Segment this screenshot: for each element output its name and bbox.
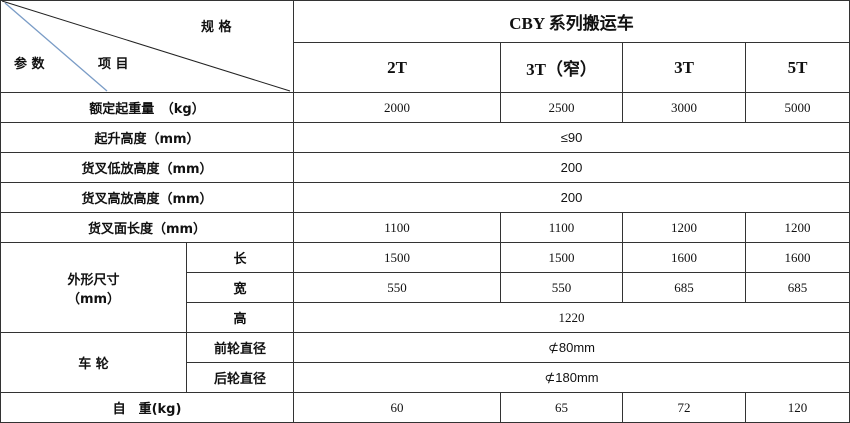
row-label: 货叉面长度（mm） (0, 212, 294, 243)
header-corner: 规 格 参 数 项 目 (0, 0, 294, 93)
cell: 550 (293, 272, 501, 303)
cell: 1220 (292, 302, 850, 333)
group-label-dimensions: 外形尺寸 （mm） (0, 242, 187, 333)
cell: 2000 (293, 92, 501, 123)
row-label: 货叉低放高度（mm） (0, 152, 294, 183)
sub-label: 后轮直径 (186, 362, 294, 393)
model-header: 3T (622, 42, 746, 93)
table-row: 宽 550 550 685 685 (1, 272, 850, 303)
cell: 1600 (622, 242, 746, 273)
cell: ⊄180mm (292, 362, 850, 393)
table-row: 额定起重量 （kg） 2000 2500 3000 5000 (0, 92, 850, 123)
cell: 1200 (744, 212, 850, 243)
cell: 1600 (744, 242, 850, 273)
model-header: 3T（窄） (500, 42, 623, 93)
table-title: CBY 系列搬运车 (292, 0, 850, 43)
sub-label: 高 (186, 302, 294, 333)
group-label-wheels: 车 轮 (0, 332, 187, 393)
cell: ≤90 (292, 122, 850, 153)
cell: 120 (744, 392, 850, 423)
corner-items: 项 目 (98, 57, 129, 72)
dimensions-label: 外形尺寸 (67, 272, 120, 288)
table-row: 货叉低放高度（mm） 200 (0, 152, 850, 183)
table-row: 起升高度（mm） ≤90 (0, 122, 850, 153)
row-label: 自 重(kg) (0, 392, 294, 423)
cell: 1200 (622, 212, 746, 243)
sub-label: 长 (186, 242, 294, 273)
cell: 1500 (500, 242, 623, 273)
sub-label: 宽 (186, 272, 294, 303)
model-header: 2T (293, 42, 501, 93)
table-row: 外形尺寸 （mm） 长 1500 1500 1600 1600 (0, 242, 850, 333)
row-label: 额定起重量 （kg） (0, 92, 294, 123)
cell: 60 (293, 392, 501, 423)
sub-label: 前轮直径 (186, 332, 294, 363)
cell: 72 (622, 392, 746, 423)
table-row: 货叉高放高度（mm） 200 (0, 182, 850, 213)
row-label: 起升高度（mm） (0, 122, 294, 153)
cell: 65 (500, 392, 623, 423)
table-row: 高 1220 (1, 302, 850, 333)
cell: 685 (744, 272, 850, 303)
row-label: 货叉高放高度（mm） (0, 182, 294, 213)
cell: 1100 (500, 212, 623, 243)
cell: 200 (292, 182, 850, 213)
corner-params: 参 数 (14, 57, 45, 72)
dimensions-unit: （mm） (66, 291, 121, 307)
table-row: 货叉面长度（mm） 1100 1100 1200 1200 (0, 212, 850, 243)
table-row: 自 重(kg) 60 65 72 120 (0, 392, 850, 423)
cell: 1500 (293, 242, 501, 273)
table-row: 后轮直径 ⊄180mm (1, 362, 850, 393)
cell: 3000 (622, 92, 746, 123)
cell: ⊄80mm (292, 332, 850, 363)
cell: 2500 (500, 92, 623, 123)
model-header: 5T (744, 42, 850, 93)
cell: 685 (622, 272, 746, 303)
cell: 200 (292, 152, 850, 183)
cell: 550 (500, 272, 623, 303)
table-row: 车 轮 前轮直径 ⊄80mm (0, 332, 850, 393)
cell: 1100 (293, 212, 501, 243)
cell: 5000 (744, 92, 850, 123)
corner-spec: 规 格 (201, 20, 232, 35)
